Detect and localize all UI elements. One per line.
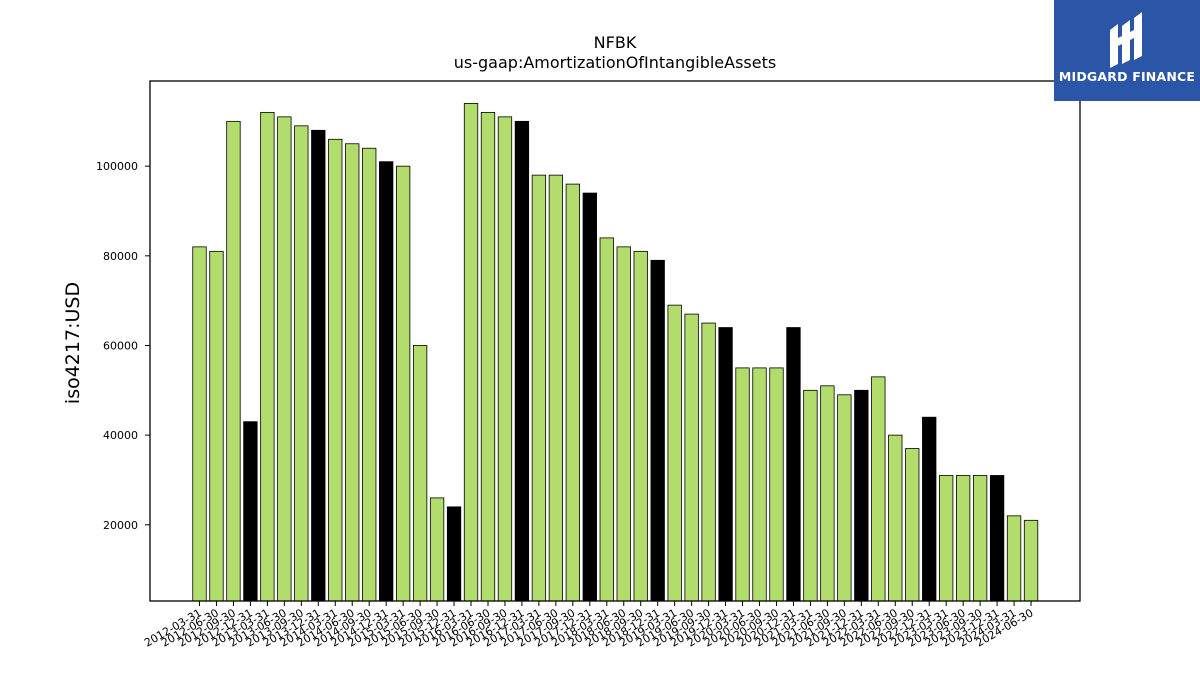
bar-2012-09-30 (226, 120, 241, 602)
chart-title: NFBK (594, 33, 637, 52)
bar-2013-06-30 (277, 116, 292, 602)
y-tick-label: 20000 (103, 519, 138, 532)
bars-group (192, 103, 1039, 602)
bar-2016-12-31 (514, 120, 530, 602)
bar-2013-03-31 (260, 111, 275, 602)
bar-2019-03-31 (667, 304, 682, 602)
bar-2013-12-31 (311, 129, 326, 602)
y-axis-label: iso4217:USD (62, 282, 84, 404)
bar-2020-12-31 (786, 327, 801, 602)
bar-2018-12-31 (650, 259, 665, 602)
bar-2020-03-31 (735, 367, 750, 602)
bar-2012-06-30 (209, 250, 224, 602)
bar-2018-03-31 (599, 237, 614, 602)
bar-2012-12-31 (243, 421, 258, 602)
bar-2022-03-31 (871, 376, 886, 602)
bar-2021-06-30 (820, 385, 835, 602)
bar-2016-06-30 (480, 111, 496, 602)
bar-2023-12-31 (989, 475, 1005, 602)
bar-2018-06-30 (616, 246, 631, 602)
bar-2024-06-30 (1023, 519, 1039, 602)
bar-2015-09-30 (429, 497, 445, 602)
bar-2017-09-30 (565, 183, 580, 602)
bar-2022-09-30 (905, 448, 920, 602)
y-tick-label: 100000 (96, 160, 138, 173)
logo-mark-icon (1110, 12, 1142, 68)
bar-2014-03-31 (328, 138, 343, 602)
bar-2024-03-31 (1006, 515, 1022, 602)
y-tick-label: 80000 (103, 250, 138, 263)
bar-2012-03-31 (192, 246, 207, 602)
plot-frame (149, 80, 1081, 602)
bar-2021-12-31 (854, 389, 869, 602)
bar-2017-06-30 (548, 174, 564, 602)
y-axis-ticks: 20000 40000 60000 80000 100000 (96, 160, 150, 532)
bar-2014-06-30 (345, 143, 360, 602)
bar-2014-12-31 (379, 161, 394, 602)
bar-2016-03-31 (463, 103, 479, 602)
bar-2020-06-30 (752, 367, 767, 602)
chart-subtitle: us-gaap:AmortizationOfIntangibleAssets (454, 53, 776, 72)
bar-2013-09-30 (294, 125, 309, 602)
bar-2017-12-31 (582, 192, 597, 602)
bar-2018-09-30 (633, 250, 648, 602)
brand-logo: MIDGARD FINANCE (1054, 0, 1200, 101)
bar-2022-12-31 (922, 416, 937, 602)
bar-2015-12-31 (446, 506, 462, 602)
bar-2015-06-30 (412, 345, 428, 602)
bar-2022-06-30 (888, 434, 903, 602)
bar-2020-09-30 (769, 367, 784, 602)
bar-2014-09-30 (362, 147, 377, 602)
y-tick-label: 40000 (103, 429, 138, 442)
bar-2019-09-30 (701, 322, 716, 602)
bar-2016-09-30 (497, 116, 513, 602)
bar-2021-03-31 (803, 389, 818, 602)
y-tick-label: 60000 (103, 339, 138, 352)
bar-2019-06-30 (684, 313, 699, 602)
bar-2021-09-30 (837, 394, 852, 602)
x-axis-ticks: 2012-03-312012-06-302012-09-302012-12-31… (142, 601, 1036, 650)
bar-2017-03-31 (531, 174, 547, 602)
bar-2015-03-31 (395, 165, 411, 602)
logo-text: MIDGARD FINANCE (1058, 69, 1196, 84)
bar-2023-09-30 (972, 475, 988, 602)
bar-2023-03-31 (939, 475, 954, 602)
bar-2023-06-30 (956, 475, 971, 602)
bar-2019-12-31 (718, 327, 733, 602)
